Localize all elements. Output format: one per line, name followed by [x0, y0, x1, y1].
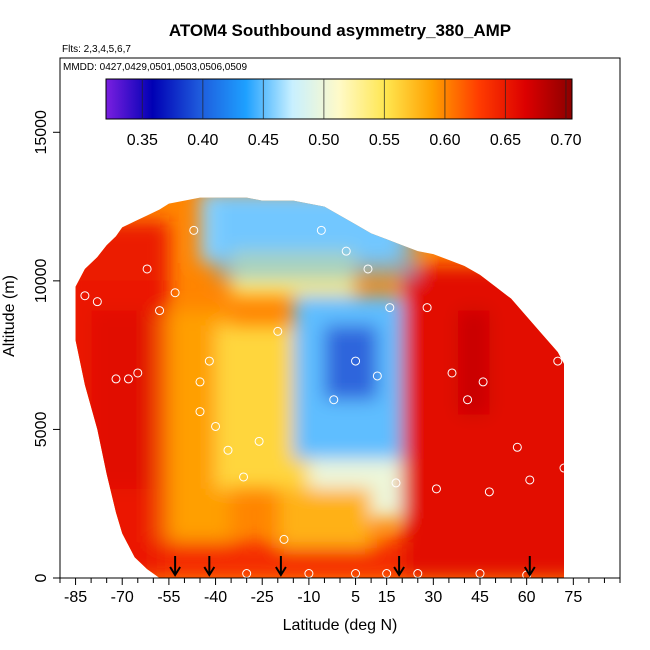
flight-arrow: [203, 556, 216, 577]
sample-point: [391, 478, 401, 488]
x-tick-label: -70: [111, 589, 134, 606]
sample-point: [279, 534, 289, 544]
x-tick-label: 60: [518, 589, 536, 606]
sample-point: [403, 225, 413, 235]
sample-point: [239, 472, 249, 482]
flight-arrow: [169, 556, 181, 577]
sample-point: [478, 377, 488, 387]
colorbar-gradient: [105, 78, 573, 120]
sample-point: [195, 377, 205, 387]
colorbar: 0.35 0.40 0.45 0.50 0.55 0.60 0.65 0.70: [105, 78, 582, 149]
sample-point: [123, 374, 133, 384]
colorbar-tick-label: 0.55: [369, 132, 400, 149]
sample-point: [204, 356, 214, 366]
sample-point: [142, 264, 152, 274]
heatmap-feature-1: [324, 325, 378, 400]
x-axis: -85 -70 -55 -40 -25 -10 5 15 30 45 60 75: [59, 578, 621, 606]
sample-point: [316, 225, 326, 235]
sample-point: [372, 371, 382, 381]
flight-arrows: [169, 556, 536, 577]
y-tick-label: 0: [33, 573, 50, 582]
sample-point: [195, 407, 205, 417]
colorbar-tick-label: 0.70: [550, 132, 581, 149]
x-tick-label: 5: [351, 589, 360, 606]
x-tick-label: 30: [424, 589, 442, 606]
colorbar-tick-label: 0.60: [429, 132, 460, 149]
sample-point: [211, 421, 221, 431]
x-tick-label: -55: [157, 589, 180, 606]
sample-point: [463, 395, 473, 405]
colorbar-tick-label: 0.65: [490, 132, 521, 149]
colorbar-tick-label: 0.40: [187, 132, 218, 149]
x-tick-label: -40: [204, 589, 227, 606]
sample-point: [223, 445, 233, 455]
sample-point: [447, 368, 457, 378]
sample-point: [133, 368, 143, 378]
sample-point: [170, 288, 180, 298]
sample-point: [155, 306, 165, 316]
y-tick-label: 15000: [33, 110, 50, 155]
sample-point: [484, 487, 494, 497]
sample-point: [422, 303, 432, 313]
colorbar-tick-label: 0.50: [308, 132, 339, 149]
sample-point: [189, 225, 199, 235]
flight-arrow: [393, 556, 405, 577]
dates-subtitle: MMDD: 0427,0429,0501,0503,0506,0509: [63, 62, 247, 73]
chart-title: ATOM4 Southbound asymmetry_380_AMP: [169, 21, 511, 40]
sample-point: [111, 374, 121, 384]
sample-point: [351, 356, 361, 366]
y-tick-label: 5000: [33, 412, 50, 448]
sample-point: [92, 297, 102, 307]
heatmap-region-12: [277, 488, 372, 549]
heatmap-feature-0: [215, 197, 418, 281]
x-tick-label: -10: [297, 589, 320, 606]
sample-point: [559, 463, 569, 473]
heatmap-feature-3: [75, 280, 169, 578]
colorbar-tick-label: 0.35: [127, 132, 158, 149]
y-axis-label: Altitude (m): [1, 275, 18, 357]
colorbar-tick-label: 0.45: [248, 132, 279, 149]
sample-point: [341, 246, 351, 256]
sample-point: [329, 395, 339, 405]
sample-points: [80, 225, 569, 580]
y-tick-label: 10000: [33, 259, 50, 304]
y-axis: 0 5000 10000 15000: [33, 110, 60, 582]
flights-subtitle: Flts: 2,3,4,5,6,7: [62, 44, 131, 55]
x-tick-label: -85: [64, 589, 87, 606]
heatmap-feature-2: [402, 280, 564, 578]
sample-point: [503, 285, 513, 295]
x-tick-label: 75: [564, 589, 582, 606]
sample-point: [512, 442, 522, 452]
sample-point: [254, 436, 264, 446]
sample-point: [273, 326, 283, 336]
sample-point: [385, 303, 395, 313]
sample-point: [525, 475, 535, 485]
sample-point: [553, 356, 563, 366]
flight-arrow: [523, 556, 536, 577]
x-tick-label: 15: [378, 589, 396, 606]
sample-point: [363, 264, 373, 274]
sample-point: [80, 291, 90, 301]
x-tick-label: -25: [251, 589, 274, 606]
x-axis-label: Latitude (deg N): [283, 617, 398, 634]
sample-point: [431, 484, 441, 494]
flight-arrow: [275, 556, 287, 577]
x-tick-label: 45: [471, 589, 489, 606]
